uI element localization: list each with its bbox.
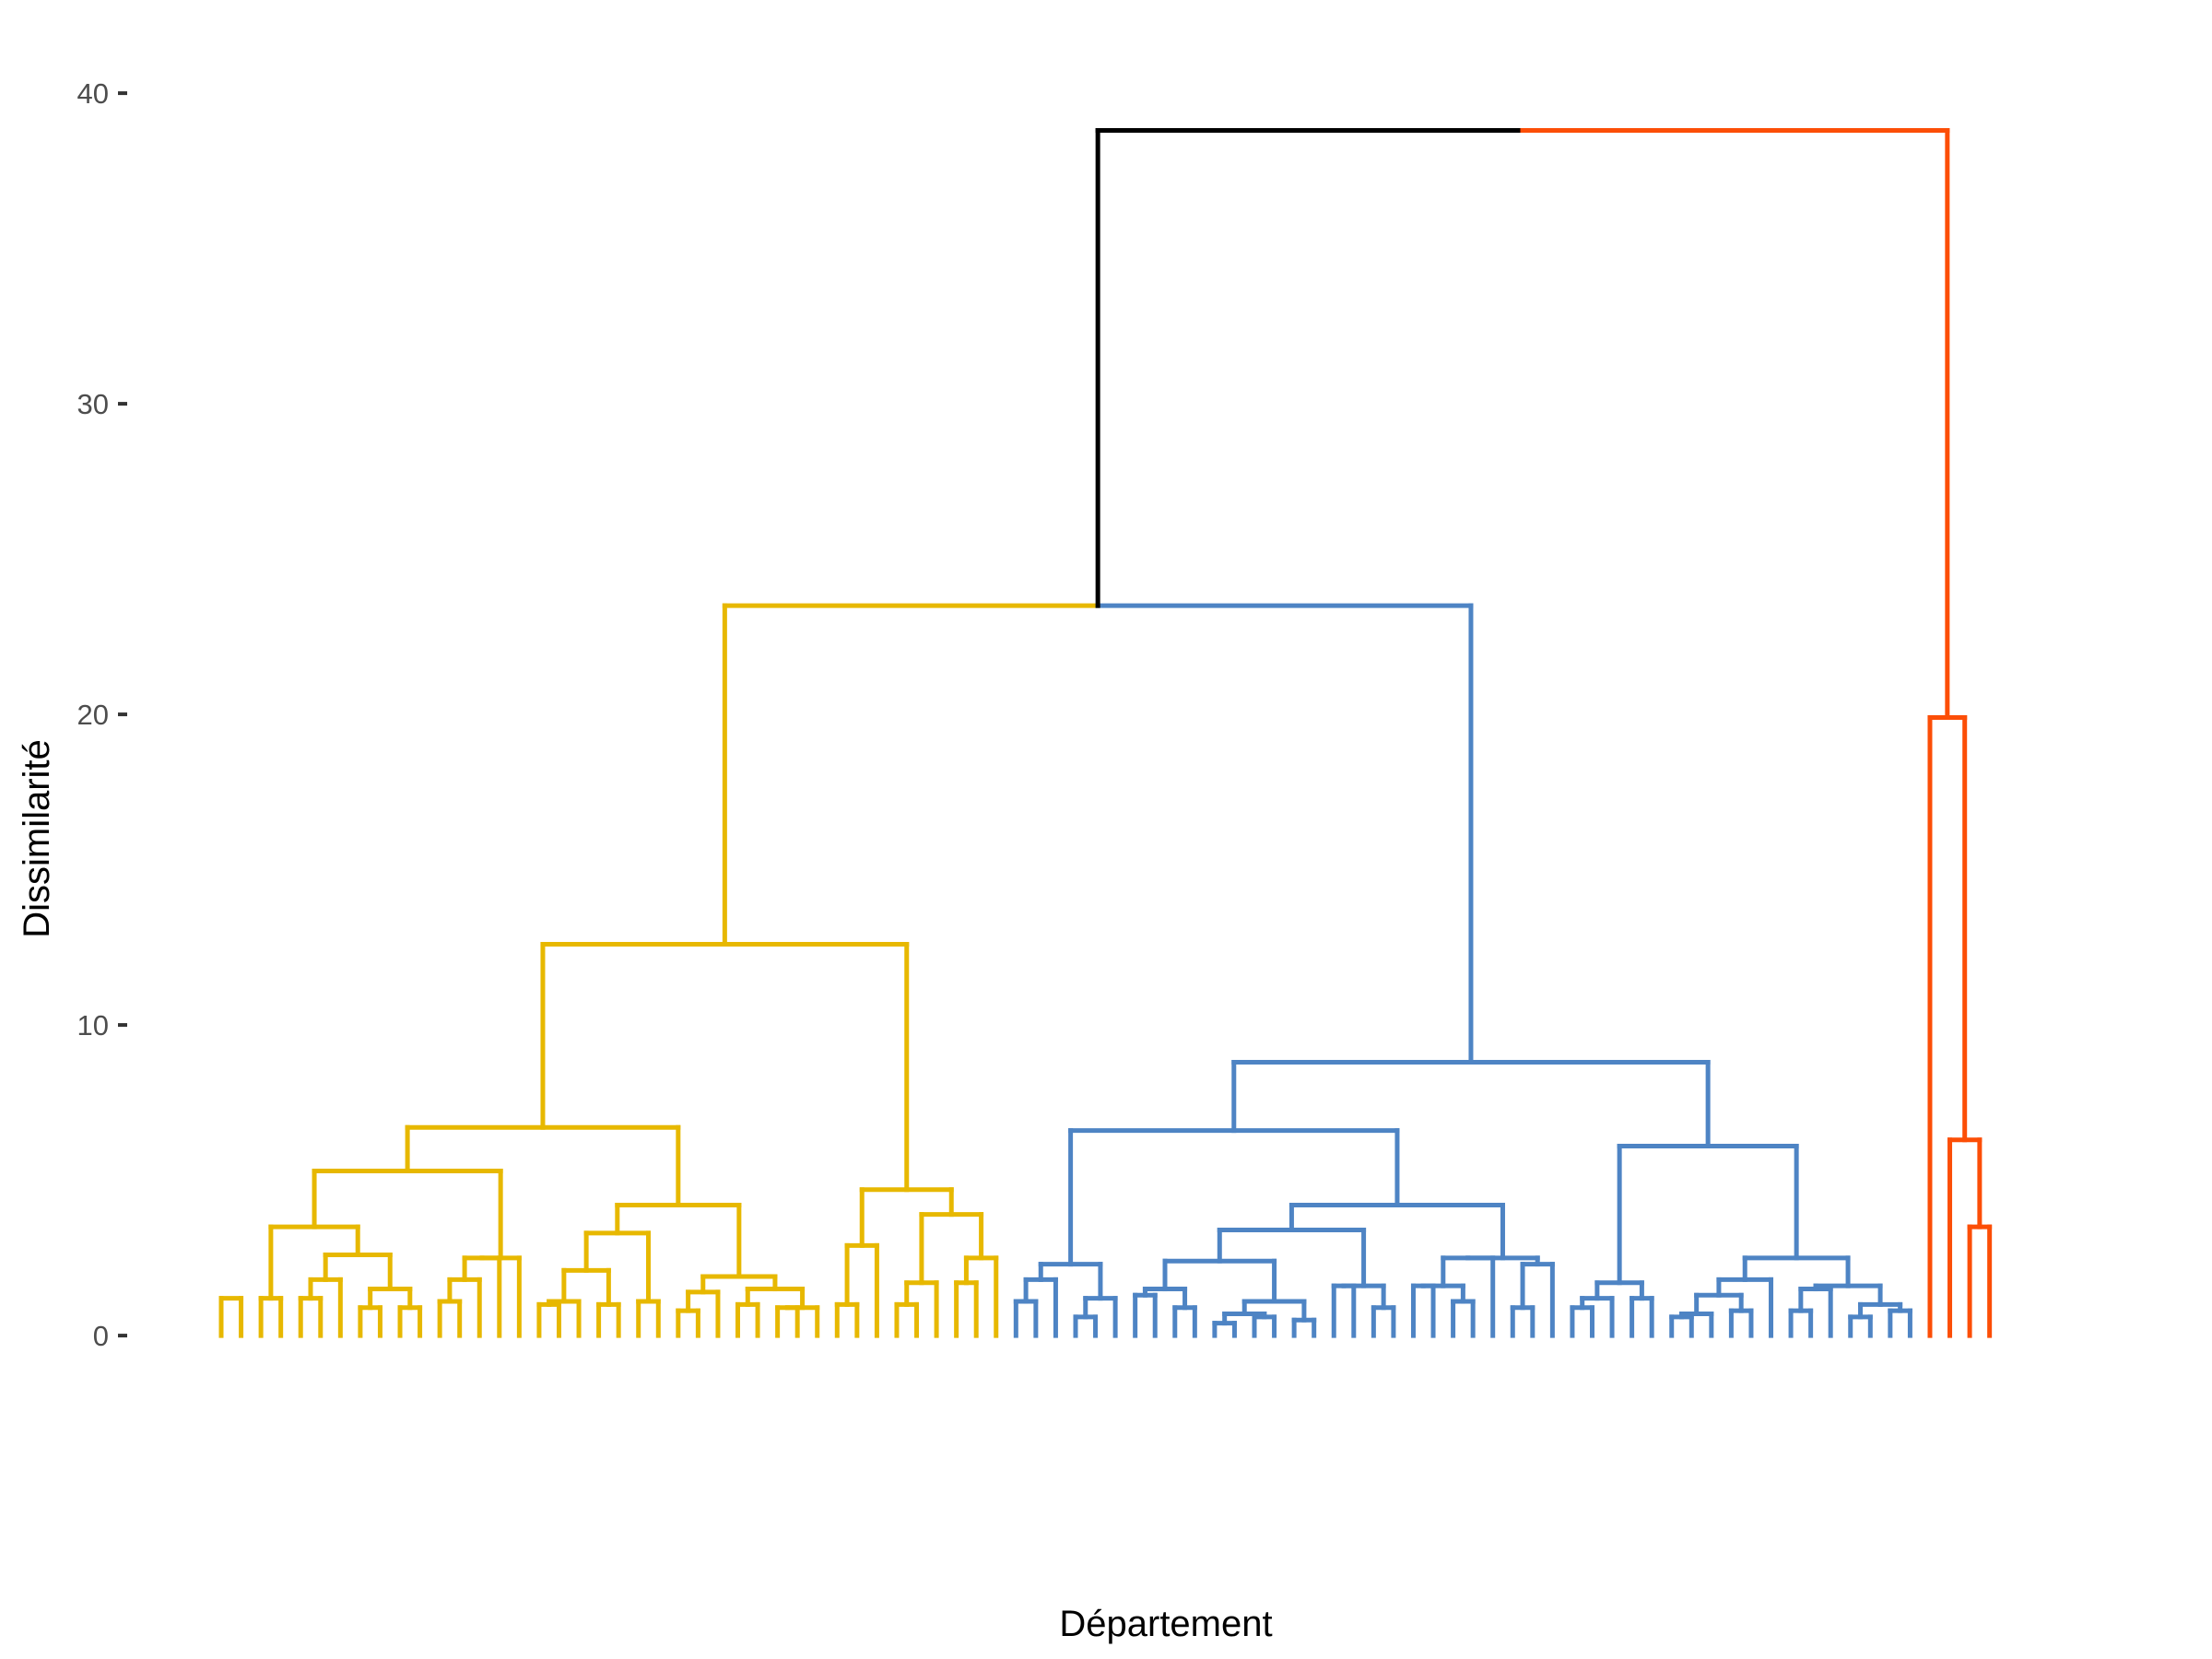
y-axis: 0 10 20 30 40	[77, 77, 127, 1352]
y-tick-label: 40	[77, 77, 109, 110]
y-tick-label: 20	[77, 699, 109, 731]
y-tick-label: 10	[77, 1009, 109, 1041]
x-axis-title: Département	[1059, 1604, 1272, 1644]
dendrogram-branches	[218, 128, 1993, 1338]
y-axis-title: Dissimilarité	[17, 739, 57, 938]
y-tick-label: 0	[93, 1320, 109, 1352]
y-tick-label: 30	[77, 388, 109, 420]
